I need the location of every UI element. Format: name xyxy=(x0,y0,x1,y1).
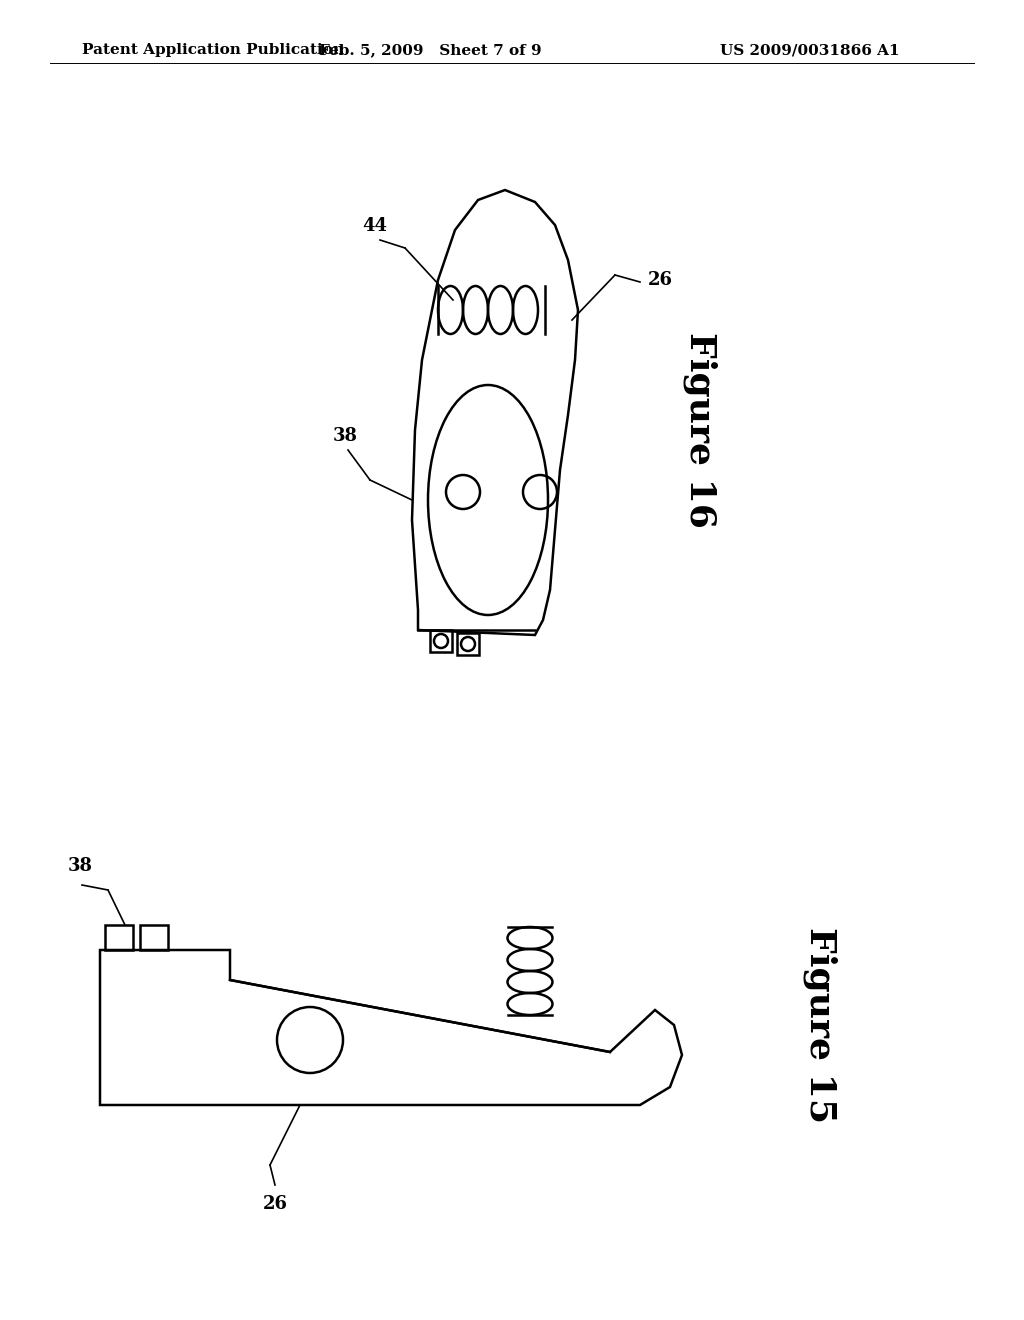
Bar xyxy=(457,634,479,655)
Text: 38: 38 xyxy=(68,857,92,875)
Text: 26: 26 xyxy=(262,1195,288,1213)
Text: Figure 16: Figure 16 xyxy=(683,333,717,528)
Text: US 2009/0031866 A1: US 2009/0031866 A1 xyxy=(720,44,900,57)
Bar xyxy=(140,925,168,950)
Bar xyxy=(430,630,452,652)
Text: 26: 26 xyxy=(648,271,673,289)
Text: 44: 44 xyxy=(362,216,387,235)
Text: Feb. 5, 2009   Sheet 7 of 9: Feb. 5, 2009 Sheet 7 of 9 xyxy=(318,44,542,57)
Bar xyxy=(105,925,133,950)
Text: Figure 15: Figure 15 xyxy=(803,927,838,1123)
Text: 38: 38 xyxy=(333,426,357,445)
Text: Patent Application Publication: Patent Application Publication xyxy=(82,44,344,57)
